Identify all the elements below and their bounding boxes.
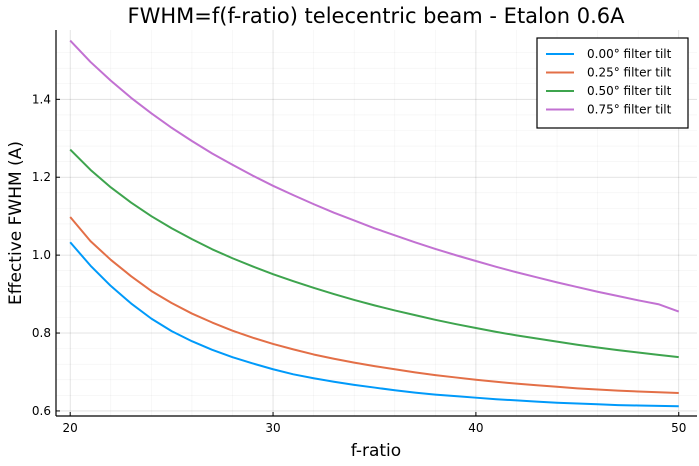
y-axis-label: Effective FWHM (A) — [6, 141, 26, 305]
y-tick-label: 0.6 — [32, 404, 51, 418]
x-tick-label: 30 — [265, 421, 280, 435]
series-line-2 — [69, 148, 679, 359]
x-tick-label: 50 — [671, 421, 686, 435]
chart-title: FWHM=f(f-ratio) telecentric beam - Etalo… — [128, 4, 626, 28]
y-tick-label: 1.0 — [32, 248, 51, 262]
legend-label-0: 0.00° filter tilt — [587, 47, 672, 61]
tick-marks: 20 30 40 50 0.6 0.8 1.0 1.2 1.4 — [32, 92, 686, 435]
series-lines — [69, 39, 680, 408]
series-line-3 — [69, 39, 680, 313]
legend-label-3: 0.75° filter tilt — [587, 103, 672, 117]
y-tick-label: 0.8 — [32, 326, 51, 340]
legend: 0.00° filter tilt 0.25° filter tilt 0.50° … — [536, 37, 689, 129]
x-tick-label: 20 — [63, 421, 78, 435]
series-line-1 — [69, 216, 679, 395]
legend-label-1: 0.25° filter tilt — [587, 66, 672, 80]
x-tick-label: 40 — [468, 421, 483, 435]
x-axis-label: f-ratio — [351, 441, 401, 461]
y-tick-label: 1.4 — [32, 92, 51, 106]
axes — [55, 30, 697, 417]
y-tick-label: 1.2 — [32, 170, 51, 184]
series-line-0 — [69, 241, 679, 408]
legend-label-2: 0.50° filter tilt — [587, 84, 672, 98]
